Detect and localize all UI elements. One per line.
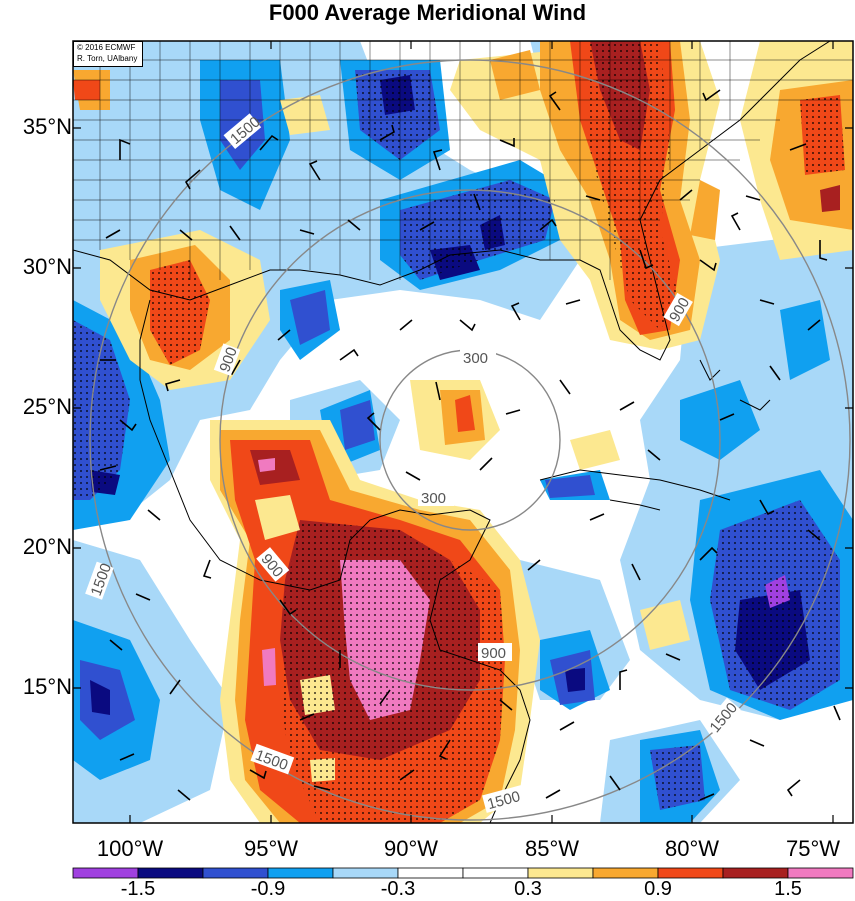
- contour-label: 300: [463, 350, 488, 367]
- lat-label: 25°N: [22, 394, 72, 419]
- lon-label: 90°W: [383, 836, 439, 861]
- colorbar-swatch: [722, 867, 789, 879]
- lon-label: 95°W: [243, 836, 299, 861]
- colorbar-swatch: [202, 867, 269, 879]
- colorbar-swatch: [462, 867, 529, 879]
- lat-label: 20°N: [22, 534, 72, 559]
- colorbar-swatch: [527, 867, 594, 879]
- lon-label: 80°W: [664, 836, 720, 861]
- colorbar-swatch: [267, 867, 334, 879]
- colorbar-tick-label: -1.5: [120, 878, 156, 900]
- field-layer: [73, 41, 853, 823]
- colorbar-tick-label: -0.9: [250, 878, 286, 900]
- colorbar-swatch: [592, 867, 659, 879]
- colorbar-tick-label: 0.3: [514, 878, 542, 900]
- lat-label: 30°N: [22, 254, 72, 279]
- colorbar-swatch: [72, 867, 139, 879]
- height-contours: [89, 59, 851, 821]
- credit-line: R. Torn, UAlbany: [77, 54, 138, 63]
- colorbar-swatch: [137, 867, 204, 879]
- map-frame: [72, 40, 854, 824]
- colorbar: [72, 867, 854, 879]
- colorbar-swatch: [397, 867, 464, 879]
- colorbar-swatch: [787, 867, 854, 879]
- coastlines: [73, 41, 831, 823]
- contour-label: 900: [481, 645, 506, 662]
- figure-title: F000 Average Meridional Wind: [268, 0, 587, 25]
- colorbar-tick-label: -0.3: [380, 878, 416, 900]
- lon-label: 100°W: [96, 836, 164, 861]
- contour-label: 300: [421, 490, 446, 507]
- lat-label: 15°N: [22, 674, 72, 699]
- lon-label: 75°W: [785, 836, 841, 861]
- credit-line: © 2016 ECMWF: [77, 43, 136, 52]
- contour-label-layer: 300 300 900 900 900 900 1500 1500 1500 1…: [85, 113, 741, 813]
- lat-label: 35°N: [22, 114, 72, 139]
- colorbar-tick-label: 0.9: [644, 878, 672, 900]
- credit-box: © 2016 ECMWF R. Torn, UAlbany: [73, 41, 143, 67]
- county-borders: [73, 41, 853, 280]
- lon-label: 85°W: [524, 836, 580, 861]
- colorbar-swatch: [332, 867, 399, 879]
- colorbar-tick-label: 1.5: [774, 878, 802, 900]
- colorbar-swatch: [657, 867, 724, 879]
- significance-stipple: [73, 41, 845, 823]
